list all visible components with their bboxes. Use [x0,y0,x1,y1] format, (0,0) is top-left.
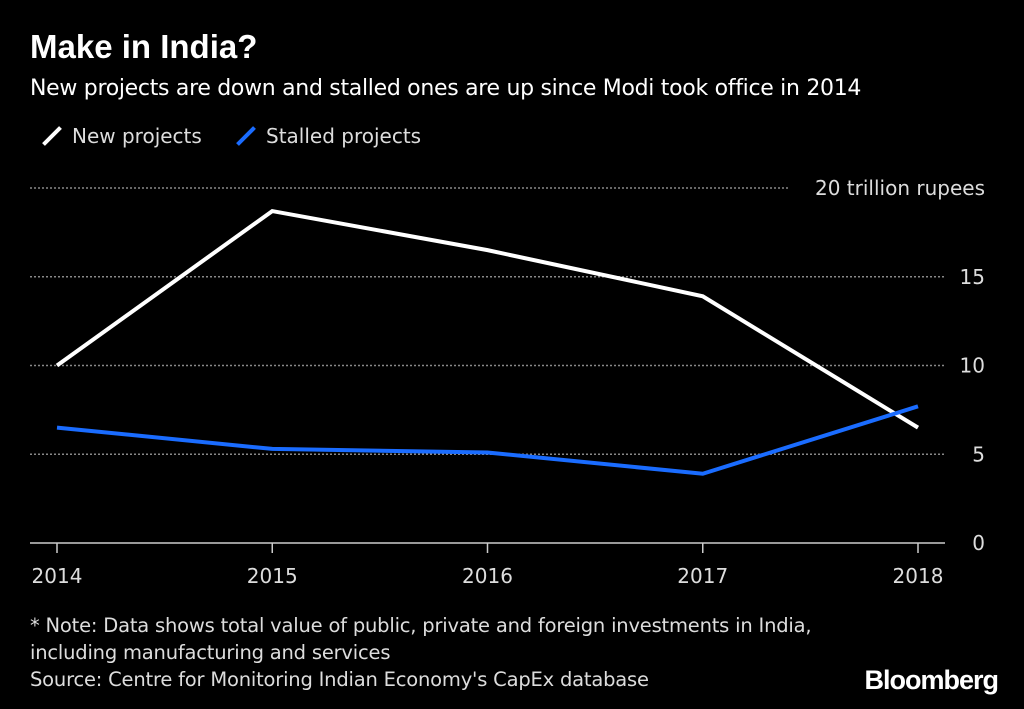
x-tick-label: 2014 [32,564,83,588]
footnote: * Note: Data shows total value of public… [30,612,850,693]
y-tick-label: 0 [972,531,985,555]
y-tick-label: 5 [972,442,985,466]
bloomberg-logo: Bloomberg [864,665,999,695]
y-tick-label: 10 [960,354,985,378]
source-text: Source: Centre for Monitoring Indian Eco… [30,668,649,691]
chart-title: Make in India? [30,28,258,65]
note-text: * Note: Data shows total value of public… [30,614,812,664]
legend-label-new: New projects [72,124,202,148]
x-tick-label: 2016 [462,564,513,588]
series-line-new-projects [55,208,920,430]
legend-stalled-projects: Stalled projects [234,124,421,148]
series-line-stalled-projects [56,404,919,476]
x-tick-label: 2018 [893,564,944,588]
legend-label-stalled: Stalled projects [266,124,422,148]
y-tick-label: 20 trillion rupees [815,176,985,200]
y-tick-label: 15 [960,265,985,289]
x-tick-label: 2017 [677,564,728,588]
chart-subtitle: New projects are down and stalled ones a… [30,76,862,101]
legend-new-projects: New projects [40,124,202,148]
x-tick-label: 2015 [247,564,298,588]
